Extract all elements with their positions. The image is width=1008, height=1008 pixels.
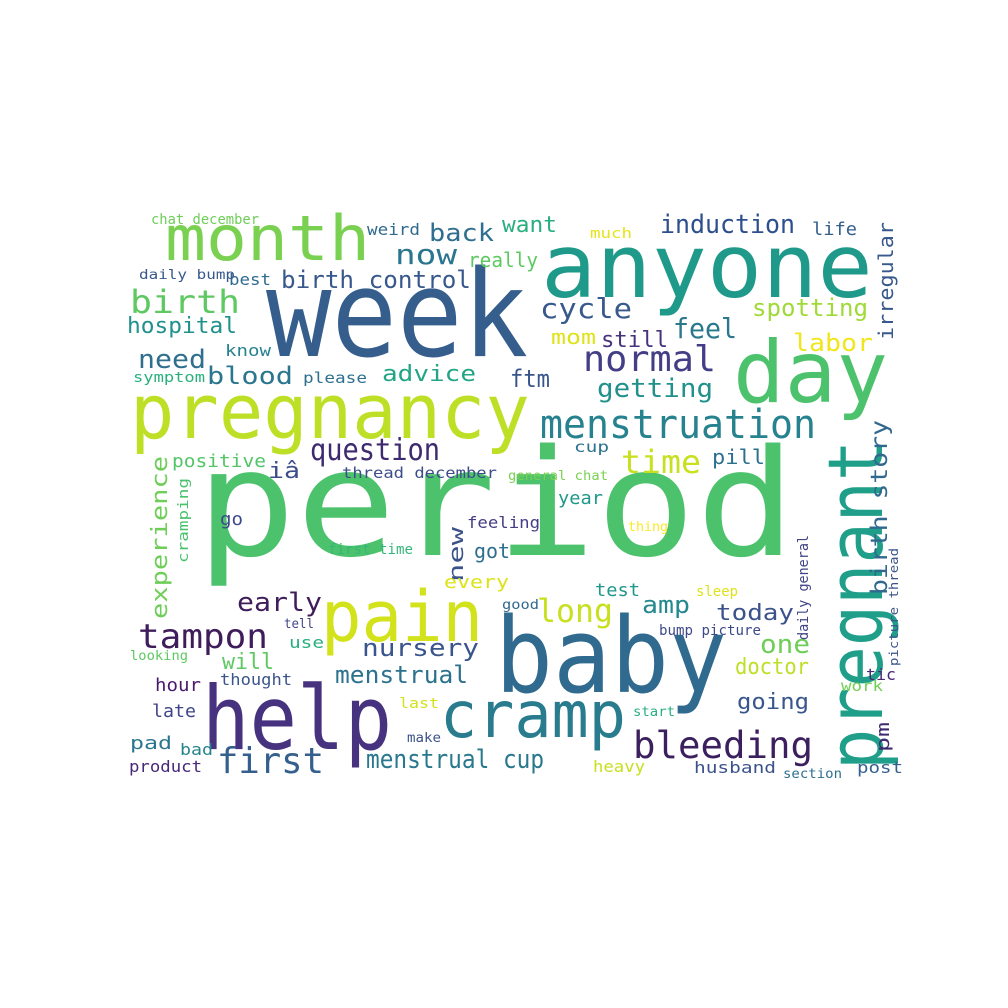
word-week: week — [266, 245, 529, 385]
word-tell: tell — [284, 617, 314, 633]
word-menstrual: menstrual — [335, 661, 469, 690]
word-looking: looking — [130, 649, 189, 665]
word-need: need — [138, 344, 207, 375]
word-one: one — [760, 629, 811, 660]
word-pregnancy: pregnancy — [130, 366, 530, 456]
word-cramping: cramping — [176, 477, 192, 563]
word-question: question — [310, 433, 441, 469]
word-first-time: first time — [328, 542, 413, 559]
word-picture-thread: picture thread — [887, 547, 901, 666]
word-pill: pill — [712, 444, 765, 469]
word-i-: iâ — [268, 459, 301, 485]
word-irregular: irregular — [874, 221, 898, 340]
word-hospital: hospital — [127, 314, 237, 340]
word-cycle: cycle — [540, 291, 633, 325]
word-birth-control: birth control — [281, 266, 471, 295]
word-experience: experience — [148, 455, 173, 619]
word-long: long — [537, 592, 613, 631]
word-feel: feel — [673, 311, 737, 345]
word-period: period — [196, 418, 796, 591]
word-got: got — [474, 538, 511, 563]
word-pm: pm — [873, 721, 894, 752]
word-menstruation: menstruation — [540, 402, 816, 449]
word-now: now — [395, 237, 458, 271]
word-spotting: spotting — [752, 294, 869, 323]
word-sleep: sleep — [696, 584, 739, 601]
word-heavy: heavy — [593, 757, 646, 777]
word-birth: birth — [130, 283, 241, 322]
word-want: want — [502, 213, 557, 239]
word-daily-bump: daily bump — [139, 268, 236, 284]
word-thread-december: thread december — [342, 464, 497, 483]
word-anyone: anyone — [541, 215, 873, 319]
word-hour: hour — [155, 674, 202, 696]
word-much: much — [590, 226, 633, 243]
word-nursery: nursery — [362, 634, 480, 663]
word-good: good — [502, 598, 540, 614]
word-general-chat: general chat — [508, 469, 609, 485]
word-amp: amp — [642, 591, 690, 620]
word-induction: induction — [660, 209, 795, 240]
word-life: life — [812, 218, 858, 240]
word-year: year — [558, 487, 604, 509]
word-day: day — [733, 322, 889, 423]
word-tampon: tampon — [138, 616, 268, 657]
word-advice: advice — [382, 362, 477, 388]
word-menstrual-cup: menstrual cup — [366, 744, 545, 775]
word-positive: positive — [172, 450, 266, 472]
word-cramp: cramp — [440, 679, 626, 754]
word-today: today — [716, 601, 795, 627]
word-first: first — [217, 740, 324, 782]
word-test: test — [595, 579, 641, 601]
word-mom: mom — [551, 324, 597, 349]
word-back: back — [429, 219, 495, 248]
word-pain: pain — [321, 575, 484, 658]
word-know: know — [225, 341, 272, 361]
word-bump-picture: bump picture — [659, 623, 761, 640]
word-go: go — [220, 508, 244, 530]
word-tic: tic — [866, 665, 897, 685]
word-post: post — [857, 758, 904, 778]
word-doctor: doctor — [735, 655, 809, 681]
word-late: late — [152, 700, 197, 722]
word-normal: normal — [583, 338, 717, 380]
word-husband: husband — [694, 758, 777, 778]
word-month: month — [165, 201, 370, 275]
word-make: make — [407, 731, 442, 747]
word-section: section — [783, 767, 843, 783]
word-blood: blood — [207, 362, 293, 391]
word-weird: weird — [367, 220, 420, 240]
word-product: product — [129, 757, 203, 777]
word-pad: pad — [130, 732, 173, 754]
word-bleeding: bleeding — [633, 723, 814, 767]
word-symptom: symptom — [133, 370, 205, 387]
word-best: best — [229, 270, 271, 290]
word-getting: getting — [597, 373, 714, 404]
word-going: going — [737, 690, 809, 716]
word-every: every — [444, 571, 510, 593]
word-labor: labor — [793, 329, 873, 358]
word-thought: thought — [220, 670, 293, 690]
word-still: still — [601, 328, 669, 354]
word-ftm: ftm — [510, 365, 551, 394]
word-work: work — [841, 677, 884, 696]
word-start: start — [633, 705, 675, 721]
word-chat-december: chat december — [151, 212, 260, 229]
word-help: help — [202, 667, 393, 771]
word-please: please — [303, 369, 367, 388]
word-last: last — [399, 696, 439, 713]
word-will: will — [222, 650, 274, 676]
word-use: use — [289, 633, 325, 653]
word-daily-general: daily general — [796, 535, 812, 640]
word-really: really — [468, 247, 539, 272]
word-early: early — [237, 587, 323, 618]
word-thing: thing — [628, 520, 669, 536]
word-feeling: feeling — [467, 513, 541, 533]
word-cup: cup — [574, 438, 610, 457]
word-baby: baby — [495, 594, 727, 717]
word-bad: bad — [180, 740, 214, 760]
word-time: time — [621, 443, 701, 482]
